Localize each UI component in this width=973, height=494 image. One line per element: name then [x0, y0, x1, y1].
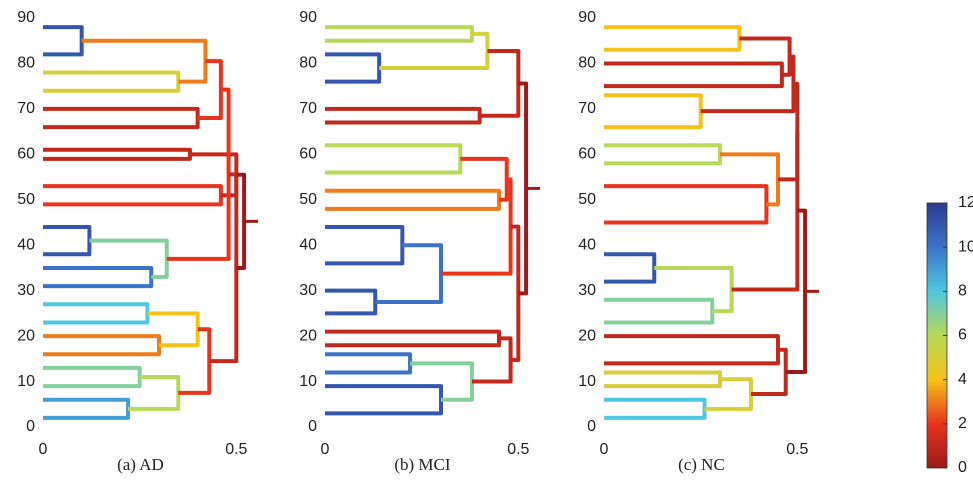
y-tick-label: 80	[17, 55, 35, 72]
colorbar-label: 6	[958, 327, 967, 344]
x-tick-label: 0.5	[507, 441, 529, 458]
link	[43, 265, 154, 289]
link	[604, 334, 780, 366]
y-tick-label: 60	[299, 146, 317, 163]
link	[81, 38, 208, 84]
y-tick-label: 10	[17, 373, 35, 390]
link	[410, 361, 474, 402]
y-tick-label: 70	[17, 100, 35, 117]
link	[325, 188, 501, 211]
caption: (a) AD	[117, 455, 164, 474]
link	[604, 61, 784, 89]
y-tick-label: 40	[578, 236, 596, 253]
y-tick-label: 0	[26, 418, 35, 435]
x-tick-label: 0	[321, 441, 330, 458]
y-tick-label: 50	[578, 191, 596, 208]
link	[325, 106, 482, 125]
link	[731, 131, 800, 292]
link	[43, 365, 142, 389]
link	[43, 70, 181, 93]
y-tick-label: 70	[299, 100, 317, 117]
link	[510, 224, 521, 362]
link	[325, 225, 405, 266]
link	[325, 288, 378, 316]
link	[704, 377, 753, 411]
link	[325, 52, 382, 84]
caption: (c) NC	[678, 455, 725, 474]
x-tick-label: 0.5	[786, 441, 808, 458]
link	[197, 59, 223, 120]
link	[604, 370, 722, 389]
link	[128, 375, 181, 411]
y-tick-label: 30	[578, 282, 596, 299]
link	[43, 25, 84, 57]
link	[325, 25, 474, 43]
link	[178, 327, 212, 395]
link	[604, 397, 707, 420]
x-tick-label: 0.5	[225, 441, 247, 458]
y-tick-label: 20	[299, 327, 317, 344]
y-tick-label: 80	[578, 55, 596, 72]
link	[375, 243, 443, 305]
y-tick-label: 50	[299, 191, 317, 208]
y-tick-label: 30	[17, 282, 35, 299]
caption: (b) MCI	[394, 455, 451, 474]
colorbar-label: 0	[958, 459, 967, 476]
colorbar-label: 4	[958, 371, 967, 388]
link	[604, 297, 715, 325]
y-tick-label: 80	[299, 55, 317, 72]
y-tick-label: 50	[17, 191, 35, 208]
link	[325, 352, 413, 375]
link	[750, 347, 788, 397]
link	[43, 147, 192, 161]
link	[654, 265, 734, 314]
link	[43, 302, 150, 325]
y-tick-label: 0	[308, 418, 317, 435]
link	[479, 48, 521, 118]
link	[604, 93, 703, 130]
colorbar-label: 10	[958, 238, 973, 255]
link	[604, 143, 722, 166]
y-tick-label: 20	[17, 327, 35, 344]
y-tick-label: 90	[299, 9, 317, 26]
y-tick-label: 10	[299, 373, 317, 390]
link	[460, 156, 509, 202]
y-tick-label: 40	[17, 236, 35, 253]
x-tick-label: 0	[39, 441, 48, 458]
y-tick-label: 10	[578, 373, 596, 390]
y-tick-label: 70	[578, 100, 596, 117]
y-tick-label: 60	[17, 146, 35, 163]
link	[604, 184, 769, 225]
colorbar-label: 8	[958, 283, 967, 300]
link	[89, 238, 169, 280]
link	[43, 225, 92, 257]
colorbar-label: 2	[958, 415, 967, 432]
y-tick-label: 40	[299, 236, 317, 253]
link	[43, 397, 131, 420]
link	[325, 143, 463, 175]
link	[604, 25, 742, 52]
y-tick-label: 0	[587, 418, 596, 435]
y-tick-label: 30	[299, 282, 317, 299]
x-tick-label: 0	[600, 441, 609, 458]
link	[604, 252, 657, 284]
link	[147, 311, 200, 348]
y-tick-label: 20	[578, 327, 596, 344]
link	[43, 334, 161, 357]
link	[325, 384, 443, 416]
link	[209, 172, 239, 364]
link	[43, 106, 200, 130]
link	[720, 152, 780, 207]
y-tick-label: 90	[17, 9, 35, 26]
y-tick-label: 60	[578, 146, 596, 163]
colorbar-label: 12	[958, 194, 973, 211]
link	[43, 184, 223, 207]
y-tick-label: 90	[578, 9, 596, 26]
link	[325, 329, 501, 348]
